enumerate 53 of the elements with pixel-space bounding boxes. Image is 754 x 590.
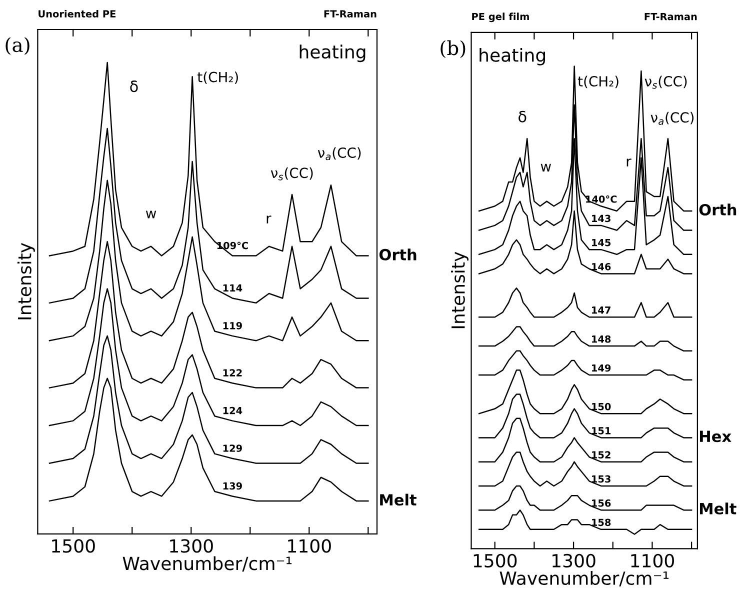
annotation: r	[626, 158, 632, 166]
annotation: δ	[130, 80, 138, 92]
series-label: 147	[592, 306, 610, 314]
series-label: 122	[223, 369, 242, 376]
annotation: ν$_{a}$(CC)	[318, 147, 361, 160]
series-label: 151	[592, 427, 611, 434]
text: FT-Raman	[644, 13, 697, 20]
text: FT-Raman	[324, 10, 376, 18]
text: Unoriented PE	[38, 10, 116, 18]
x-tick-label: 1500	[474, 554, 517, 568]
series-label: 114	[223, 284, 242, 292]
x-tick-label: 1300	[552, 554, 596, 568]
x-axis-title: Wavenumber/cm⁻¹	[122, 556, 292, 572]
series-label: 146	[592, 263, 611, 270]
text: Orth	[379, 248, 416, 260]
x-tick-label: 1300	[170, 539, 213, 553]
series-label: 143	[592, 214, 610, 222]
x-tick-label: 1500	[52, 539, 95, 553]
text: Melt	[380, 494, 416, 506]
series-label: 153	[592, 475, 610, 483]
y-axis-title: Intensity	[17, 242, 35, 320]
annotation: w	[540, 164, 551, 172]
text: Orth	[699, 204, 736, 216]
annotation: w	[146, 210, 156, 218]
series-label: 148	[592, 335, 611, 343]
annotation: ν$_{s}$(CC)	[270, 167, 313, 180]
x-tick-label: 1100	[288, 539, 331, 553]
text: Hex	[700, 430, 732, 442]
text: PE gel film	[472, 12, 529, 22]
annotation: ν$_{a}$(CC)	[650, 112, 694, 125]
annotation: t(CH₂)	[578, 76, 618, 88]
chart-title: (a)	[6, 37, 30, 55]
x-tick-label: 1100	[631, 554, 674, 568]
series-label: 124	[223, 406, 242, 414]
series-label: 149	[592, 364, 611, 372]
series-label: 129	[223, 444, 242, 452]
annotation: t(CH₂)	[198, 72, 238, 84]
annotation: ν$_{s}$(CC)	[644, 76, 687, 89]
annotation: r	[266, 216, 272, 224]
text: Melt	[700, 502, 736, 514]
series-label: 119	[223, 322, 242, 330]
annotation: δ	[518, 110, 526, 122]
series-label: 139	[223, 482, 242, 490]
series-label: 150	[592, 402, 611, 410]
series-label: 156	[592, 499, 611, 507]
text: heating	[480, 48, 546, 66]
x-axis-title: Wavenumber/cm⁻¹	[500, 571, 669, 586]
text: heating	[300, 44, 366, 62]
series-label: 158	[592, 518, 611, 526]
chart-title: (b)	[440, 40, 466, 58]
series-label: 145	[592, 239, 611, 246]
y-axis-title: Intensity	[451, 252, 468, 328]
series-label: 152	[592, 451, 610, 459]
